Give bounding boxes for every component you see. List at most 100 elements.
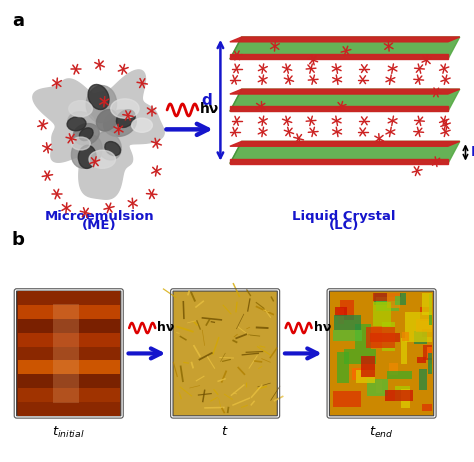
FancyBboxPatch shape xyxy=(173,291,277,416)
Ellipse shape xyxy=(132,118,153,132)
Bar xyxy=(414,331,427,344)
Text: Microemulsion: Microemulsion xyxy=(45,210,155,223)
Bar xyxy=(344,349,375,364)
Ellipse shape xyxy=(79,128,93,140)
Text: d: d xyxy=(201,93,212,108)
Bar xyxy=(18,291,120,305)
Bar xyxy=(428,353,432,374)
Ellipse shape xyxy=(88,85,109,109)
Bar xyxy=(427,347,432,358)
Bar xyxy=(422,404,432,411)
Bar xyxy=(419,307,432,321)
Polygon shape xyxy=(230,37,460,59)
Bar xyxy=(422,293,432,315)
Polygon shape xyxy=(230,141,242,164)
Polygon shape xyxy=(230,54,448,59)
Bar xyxy=(356,370,374,383)
Bar xyxy=(340,300,354,320)
Ellipse shape xyxy=(69,101,92,117)
Text: hν: hν xyxy=(157,321,175,334)
Ellipse shape xyxy=(71,137,90,150)
Bar xyxy=(422,329,432,337)
Ellipse shape xyxy=(86,85,117,122)
Polygon shape xyxy=(230,106,448,111)
Bar xyxy=(402,333,409,341)
Bar xyxy=(395,386,410,401)
Bar xyxy=(370,333,400,342)
Ellipse shape xyxy=(68,112,96,134)
Bar xyxy=(382,322,395,351)
FancyBboxPatch shape xyxy=(17,291,121,416)
Bar xyxy=(366,328,395,348)
Text: $t$: $t$ xyxy=(221,425,229,438)
Polygon shape xyxy=(33,70,164,199)
Ellipse shape xyxy=(96,109,118,131)
Polygon shape xyxy=(230,141,460,146)
Bar xyxy=(375,293,401,298)
Bar xyxy=(338,308,345,324)
Ellipse shape xyxy=(78,146,96,169)
Bar xyxy=(18,332,120,346)
Text: (ME): (ME) xyxy=(82,219,117,232)
Ellipse shape xyxy=(111,99,139,118)
Bar xyxy=(401,338,407,364)
Ellipse shape xyxy=(72,135,102,168)
Text: (LC): (LC) xyxy=(328,219,359,232)
Text: hν: hν xyxy=(200,103,219,116)
Bar xyxy=(18,401,120,416)
Bar xyxy=(337,352,349,383)
Bar xyxy=(361,356,374,377)
Bar xyxy=(18,346,120,360)
Text: L: L xyxy=(471,146,474,159)
Bar xyxy=(385,390,413,401)
Bar xyxy=(18,304,120,319)
Bar xyxy=(18,374,120,388)
Ellipse shape xyxy=(73,123,99,145)
Bar xyxy=(355,324,371,349)
Polygon shape xyxy=(230,37,460,42)
Polygon shape xyxy=(230,158,448,164)
Bar xyxy=(333,329,362,341)
FancyBboxPatch shape xyxy=(329,291,434,416)
Bar xyxy=(423,346,432,360)
Bar xyxy=(376,380,382,393)
Ellipse shape xyxy=(105,141,120,156)
Bar xyxy=(373,302,392,326)
Bar xyxy=(390,363,398,375)
Bar xyxy=(367,379,388,396)
Bar xyxy=(376,297,399,310)
Bar xyxy=(387,371,412,379)
Bar xyxy=(53,304,79,403)
Ellipse shape xyxy=(117,109,135,128)
Bar xyxy=(417,357,426,363)
Bar xyxy=(430,364,432,371)
Bar xyxy=(395,296,401,305)
Bar xyxy=(352,368,365,380)
Polygon shape xyxy=(230,89,460,111)
Bar xyxy=(405,312,432,342)
Ellipse shape xyxy=(89,150,116,168)
Text: $t_{end}$: $t_{end}$ xyxy=(369,425,394,440)
Bar xyxy=(429,294,432,325)
Polygon shape xyxy=(230,141,460,164)
Text: $t_{initial}$: $t_{initial}$ xyxy=(53,425,85,440)
Bar xyxy=(419,369,427,390)
Bar xyxy=(401,389,410,408)
Text: b: b xyxy=(12,231,25,249)
Bar xyxy=(335,307,347,316)
Polygon shape xyxy=(230,37,242,59)
Bar xyxy=(18,360,120,374)
Text: Liquid Crystal: Liquid Crystal xyxy=(292,210,395,223)
Ellipse shape xyxy=(96,132,121,160)
Bar xyxy=(416,319,432,333)
Ellipse shape xyxy=(67,117,86,131)
Polygon shape xyxy=(230,89,460,94)
Bar xyxy=(18,388,120,402)
Text: a: a xyxy=(12,12,24,30)
Bar xyxy=(334,315,361,330)
Bar xyxy=(374,293,406,304)
Polygon shape xyxy=(230,89,242,111)
Text: hν: hν xyxy=(314,321,331,334)
Bar xyxy=(332,391,361,407)
Ellipse shape xyxy=(104,110,136,136)
